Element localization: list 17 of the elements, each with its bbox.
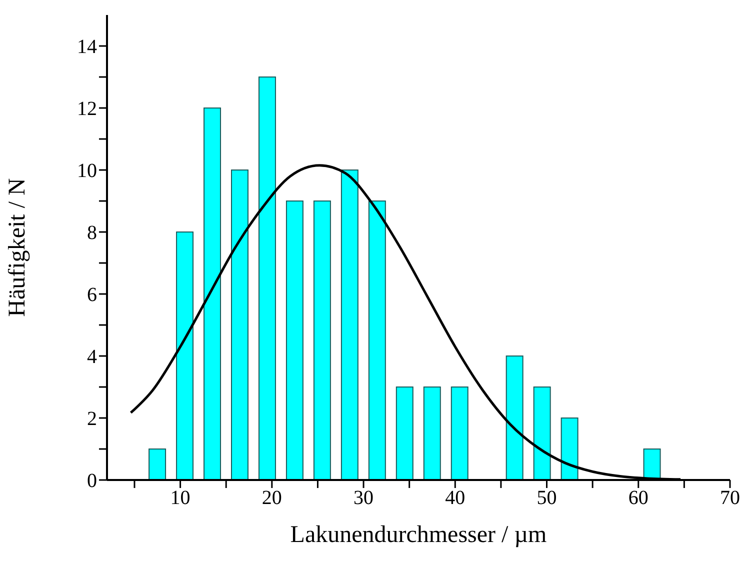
y-tick-label: 14 bbox=[77, 36, 97, 58]
x-tick-label: 50 bbox=[536, 487, 557, 510]
x-axis-title: Lakunendurchmesser / µm bbox=[290, 522, 548, 548]
x-tick-label: 30 bbox=[354, 487, 374, 510]
y-tick-label: 10 bbox=[77, 160, 97, 182]
x-tick-label: 40 bbox=[445, 487, 466, 510]
x-tick-label: 10 bbox=[170, 487, 190, 510]
y-tick-label: 8 bbox=[87, 222, 97, 244]
y-axis-title: Häufigkeit / N bbox=[4, 178, 31, 317]
y-tick-label: 0 bbox=[87, 470, 97, 492]
y-tick-label: 2 bbox=[87, 408, 97, 430]
x-tick-label: 60 bbox=[628, 487, 648, 510]
y-tick-label: 12 bbox=[77, 98, 97, 120]
x-tick-label: 70 bbox=[720, 487, 740, 510]
y-tick-label: 4 bbox=[87, 346, 97, 368]
y-tick-label: 6 bbox=[87, 284, 97, 306]
x-tick-label: 20 bbox=[262, 487, 282, 510]
